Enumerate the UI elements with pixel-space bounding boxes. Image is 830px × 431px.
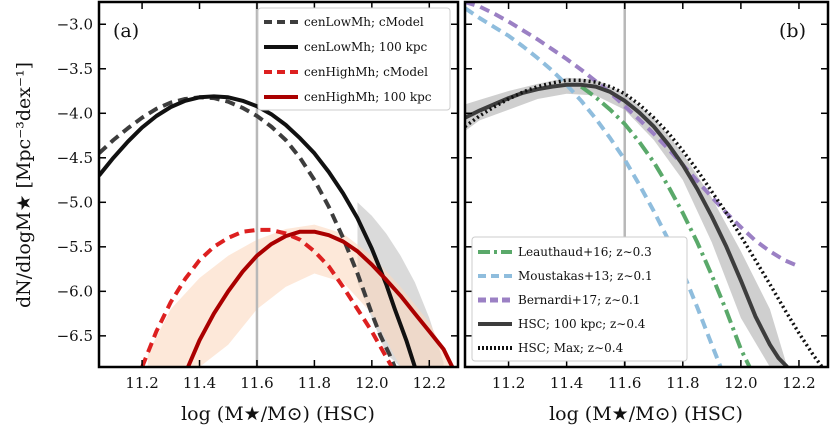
legend-entry: cenHighMh; 100 kpc bbox=[304, 90, 432, 104]
y-tick-label: −6.0 bbox=[57, 282, 93, 300]
panel-b-series bbox=[465, 2, 824, 367]
legend-entry: cenHighMh; cModel bbox=[304, 65, 428, 79]
series-line bbox=[140, 227, 394, 367]
legend-entry: Leauthaud+16; z∼0.3 bbox=[518, 245, 652, 259]
y-tick-label: −3.0 bbox=[57, 15, 93, 33]
uncertainty-band bbox=[147, 224, 453, 367]
panel-a-legend: cenLowMh; cModel cenLowMh; 100 kpc cenHi… bbox=[257, 7, 451, 111]
series-line bbox=[465, 78, 824, 367]
panel-a-bands bbox=[147, 202, 453, 367]
y-tick-label: −3.5 bbox=[57, 60, 93, 78]
uncertainty-band bbox=[465, 77, 788, 367]
panel-b: 11.2 11.4 11.6 11.8 12.0 12.2 (b) Leauthaud+1… bbox=[463, 0, 830, 425]
series-line bbox=[99, 95, 397, 367]
series-line bbox=[465, 82, 789, 367]
y-axis-title: dN/dlogM★ [Mpc⁻³dex⁻¹] bbox=[13, 62, 35, 308]
panel-b-bands bbox=[465, 77, 788, 367]
panel-a-label: (a) bbox=[113, 20, 139, 42]
legend-entry: HSC; 100 kpc; z∼0.4 bbox=[518, 317, 646, 331]
legend-frame bbox=[471, 236, 688, 362]
legend-entry: Moustakas+13; z∼0.1 bbox=[518, 269, 653, 283]
legend-entry: HSC; Max; z∼0.4 bbox=[518, 341, 624, 355]
x-tick-label: 12.2 bbox=[413, 374, 446, 392]
x-tick-label: 11.4 bbox=[550, 374, 583, 392]
panel-b-legend: Leauthaud+16; z∼0.3 Moustakas+13; z∼0.1 … bbox=[471, 236, 688, 362]
series-line bbox=[580, 84, 752, 367]
series-line bbox=[465, 6, 723, 367]
panel-a-series bbox=[99, 94, 455, 367]
x-tick-label: 11.2 bbox=[125, 374, 158, 392]
y-tick-label: −5.0 bbox=[57, 193, 93, 211]
x-tick-label: 11.6 bbox=[240, 374, 273, 392]
x-tick-label: 12.0 bbox=[355, 374, 388, 392]
x-tick-label: 11.2 bbox=[492, 374, 525, 392]
panel-b-x-axis-title: log (M★/M⊙) (HSC) bbox=[549, 403, 743, 425]
series-line bbox=[186, 229, 455, 367]
x-tick-label: 12.0 bbox=[724, 374, 757, 392]
panel-a-frame bbox=[97, 0, 460, 369]
panel-a-x-axis-title: log (M★/M⊙) (HSC) bbox=[181, 403, 375, 425]
panel-b-label: (b) bbox=[779, 20, 806, 42]
x-tick-label: 11.4 bbox=[183, 374, 216, 392]
x-tick-label: 12.2 bbox=[782, 374, 815, 392]
x-tick-label: 11.8 bbox=[298, 374, 331, 392]
series-line bbox=[465, 2, 800, 269]
panel-b-ticks: 11.2 11.4 11.6 11.8 12.0 12.2 bbox=[465, 2, 828, 392]
legend-entry: Bernardi+17; z∼0.1 bbox=[518, 293, 640, 307]
x-tick-label: 11.6 bbox=[608, 374, 641, 392]
legend-entry: cenLowMh; cModel bbox=[304, 15, 424, 29]
x-tick-label: 11.8 bbox=[666, 374, 699, 392]
y-tick-label: −4.0 bbox=[57, 104, 93, 122]
y-tick-label: −4.5 bbox=[57, 149, 93, 167]
legend-frame bbox=[257, 7, 451, 111]
panel-a: 11.2 11.4 11.6 11.8 12.0 12.2 −3.0 −3.5 −4.0 −4.5… bbox=[57, 0, 460, 425]
y-tick-label: −5.5 bbox=[57, 238, 93, 256]
legend-entry: cenLowMh; 100 kpc bbox=[304, 40, 428, 54]
panel-b-frame bbox=[463, 0, 830, 369]
y-tick-label: −6.5 bbox=[57, 327, 93, 345]
